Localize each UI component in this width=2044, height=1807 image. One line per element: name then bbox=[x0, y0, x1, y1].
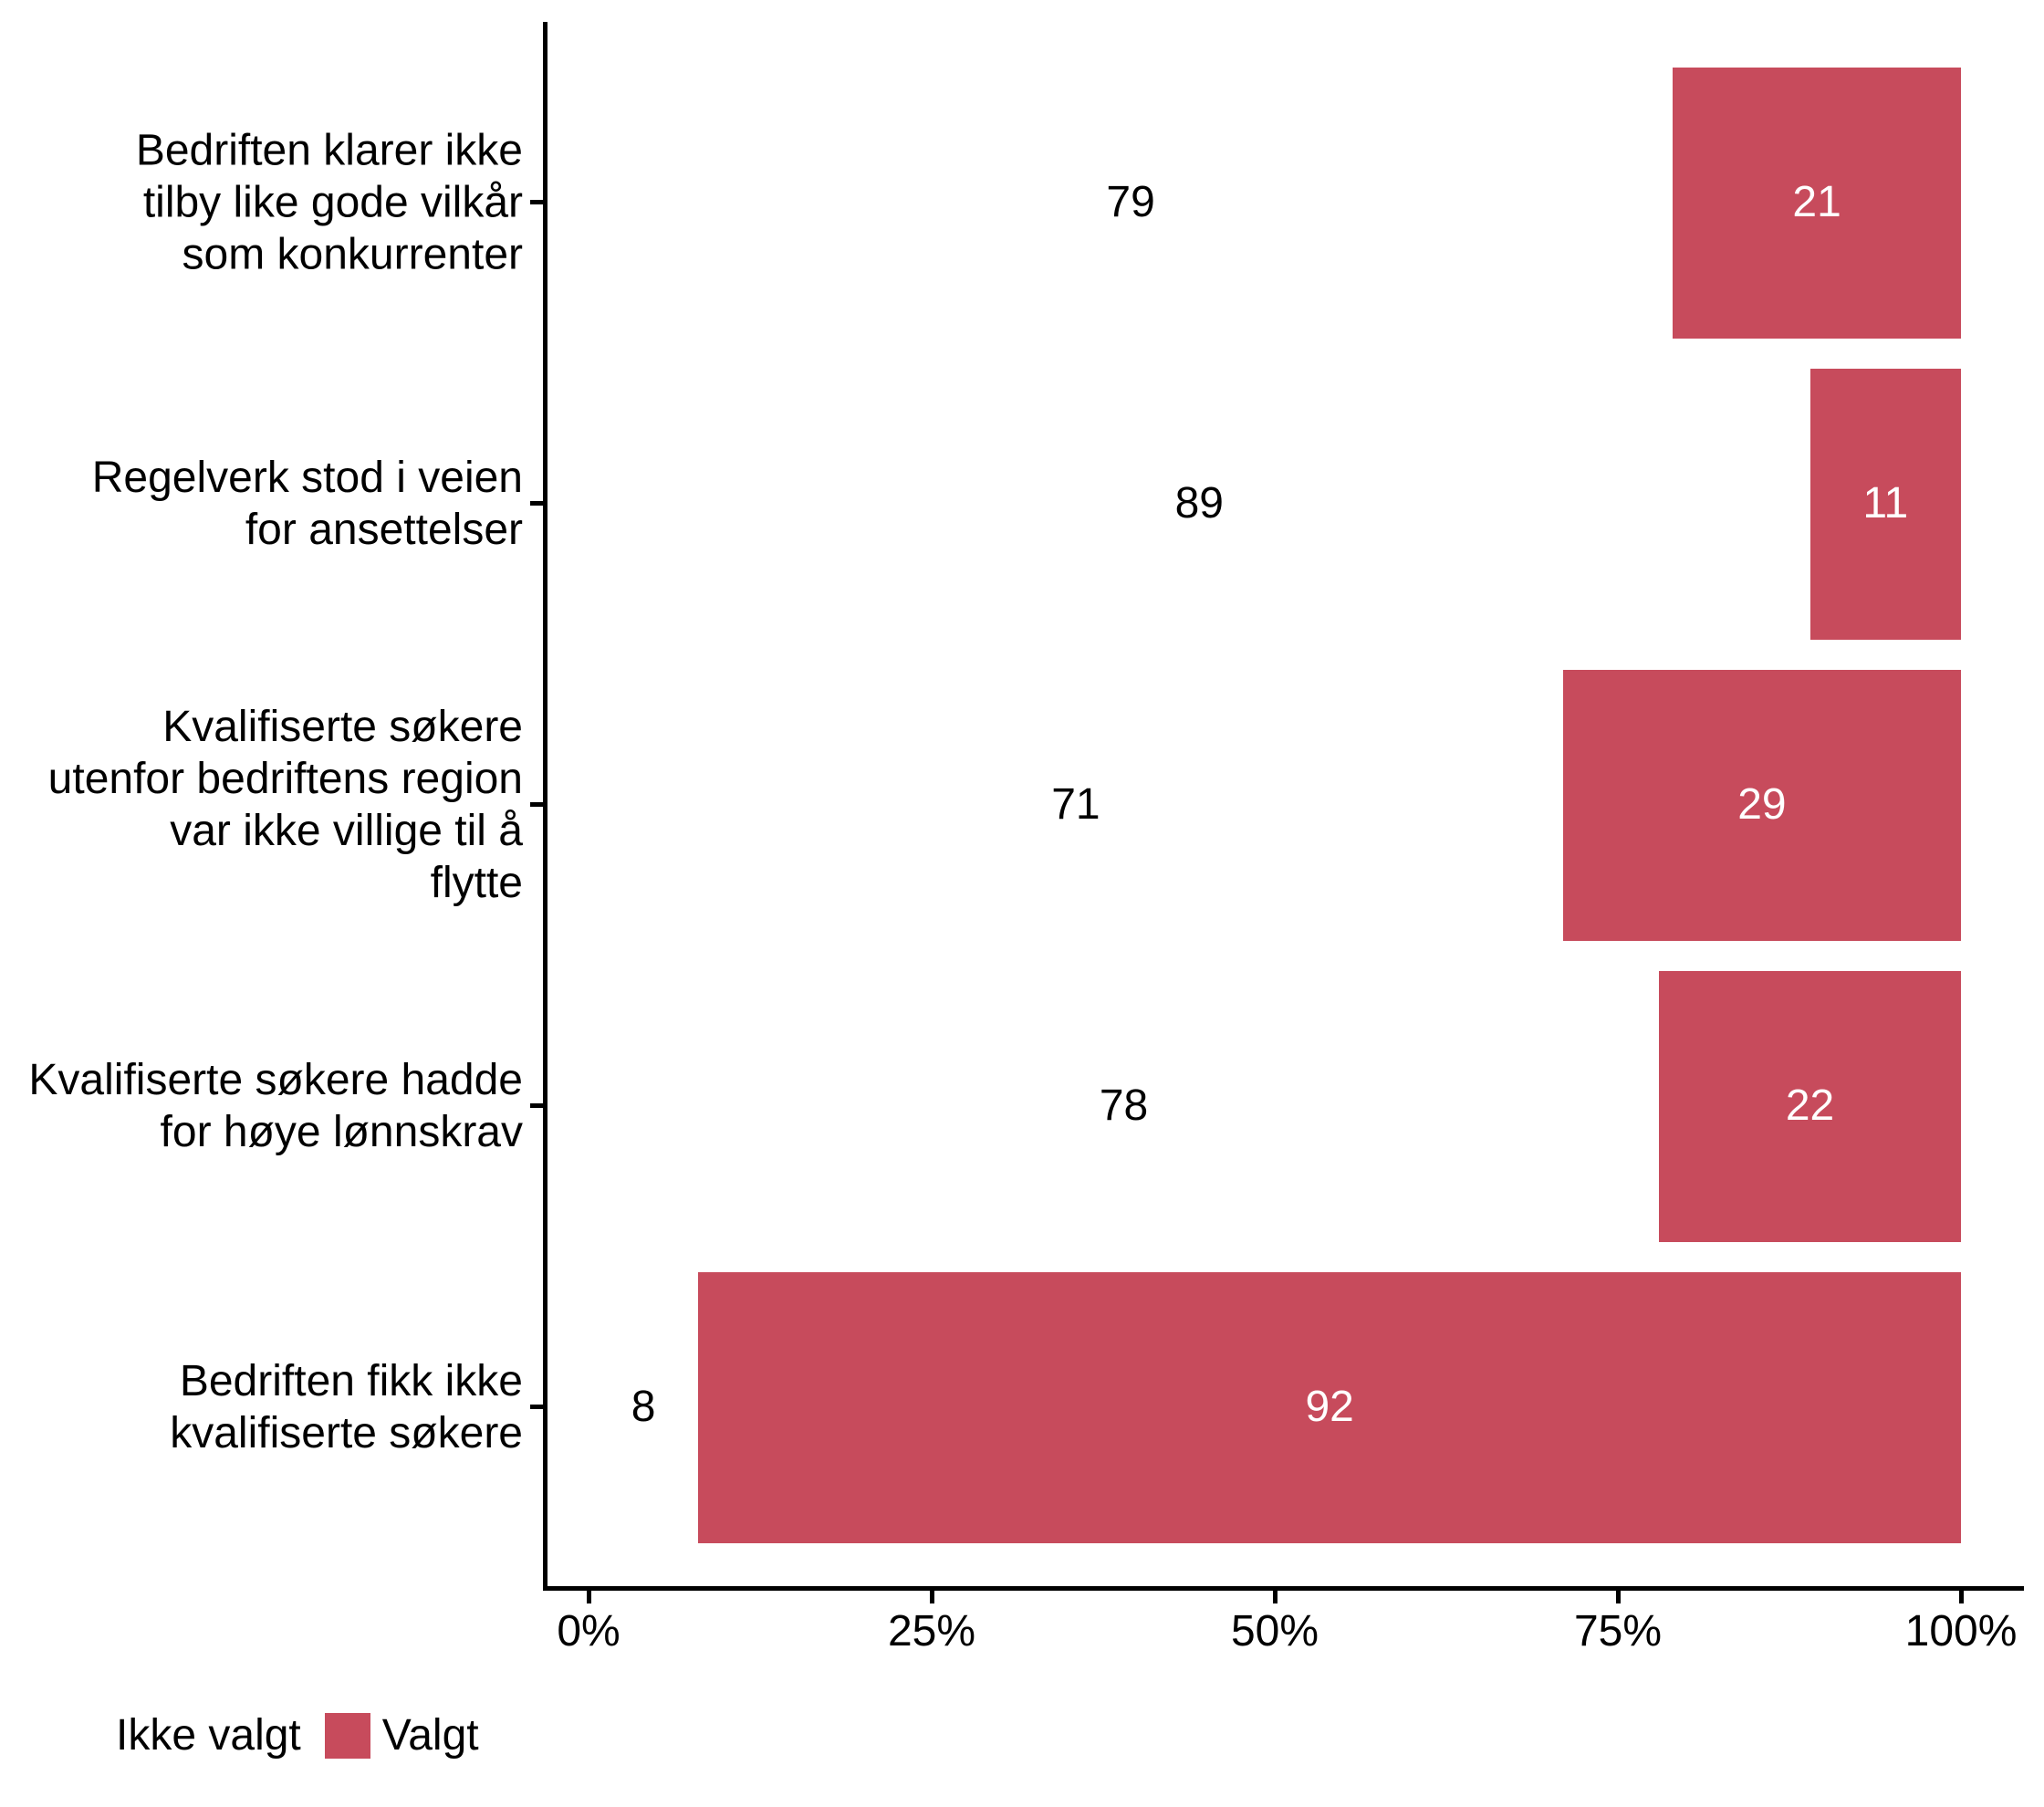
x-axis-tick bbox=[1273, 1591, 1278, 1603]
y-axis-tick bbox=[530, 1103, 543, 1108]
x-axis-tick-label: 50% bbox=[1230, 1607, 1319, 1656]
bar-value-label-ikke-valgt: 78 bbox=[1099, 1081, 1149, 1130]
bar-value-label-valgt: 29 bbox=[1737, 780, 1787, 829]
bar-value-label-ikke-valgt: 79 bbox=[1106, 178, 1155, 226]
y-axis-label: Kvalifiserte søkere hadde for høye lønns… bbox=[28, 1056, 523, 1156]
legend-item-ikke-valgt: Ikke valgt bbox=[58, 1710, 301, 1760]
bar-segment-ikke-valgt: 8 bbox=[589, 1271, 699, 1543]
bar-value-label-valgt: 92 bbox=[1305, 1383, 1354, 1431]
legend-label-ikke-valgt: Ikke valgt bbox=[116, 1710, 301, 1760]
bar-segment-valgt: 92 bbox=[698, 1271, 1961, 1543]
bar-value-label-valgt: 11 bbox=[1862, 479, 1909, 527]
legend-key-valgt bbox=[324, 1713, 370, 1759]
y-axis-label: Bedriften klarer ikke tilby like gode vi… bbox=[135, 126, 523, 279]
bar-segment-ikke-valgt: 79 bbox=[589, 67, 1674, 339]
y-axis-label: Regelverk stod i veien for ansettelser bbox=[91, 454, 523, 554]
y-axis-tick bbox=[530, 1405, 543, 1409]
legend-item-valgt: Valgt bbox=[324, 1710, 479, 1760]
legend-key-ikke-valgt bbox=[58, 1713, 104, 1759]
bar-segment-valgt: 11 bbox=[1809, 368, 1961, 640]
y-axis-tick bbox=[530, 501, 543, 506]
bar-segment-valgt: 29 bbox=[1562, 669, 1961, 941]
y-axis-tick bbox=[530, 802, 543, 807]
bar-value-label-valgt: 22 bbox=[1785, 1081, 1835, 1130]
x-axis-tick-label: 25% bbox=[887, 1607, 976, 1656]
x-axis-tick bbox=[930, 1591, 934, 1603]
bar-segment-valgt: 22 bbox=[1659, 970, 1961, 1242]
bar-value-label-valgt: 21 bbox=[1792, 178, 1841, 226]
legend-label-valgt: Valgt bbox=[381, 1710, 479, 1760]
x-axis-tick-label: 100% bbox=[1904, 1607, 2018, 1656]
y-axis-label: Kvalifiserte søkere utenfor bedriftens r… bbox=[47, 703, 523, 907]
x-axis-tick-label: 0% bbox=[557, 1607, 620, 1656]
bar-value-label-ikke-valgt: 71 bbox=[1051, 780, 1100, 829]
bar-segment-ikke-valgt: 71 bbox=[589, 669, 1563, 941]
bar-value-label-ikke-valgt: 89 bbox=[1174, 479, 1224, 527]
x-axis-tick bbox=[587, 1591, 591, 1603]
bar-segment-ikke-valgt: 89 bbox=[589, 368, 1810, 640]
x-axis-tick bbox=[1959, 1591, 1964, 1603]
x-axis-line bbox=[543, 1586, 2024, 1591]
y-axis-label: Bedriften fikk ikke kvalifiserte søkere bbox=[170, 1357, 523, 1457]
bar-segment-ikke-valgt: 78 bbox=[589, 970, 1660, 1242]
bar-segment-valgt: 21 bbox=[1673, 67, 1961, 339]
y-axis-line bbox=[543, 22, 548, 1591]
legend: Ikke valgt Valgt bbox=[58, 1710, 503, 1760]
x-axis-tick bbox=[1616, 1591, 1621, 1603]
x-axis-tick-label: 75% bbox=[1573, 1607, 1663, 1656]
bar-value-label-ikke-valgt: 8 bbox=[631, 1383, 656, 1431]
y-axis-tick bbox=[530, 200, 543, 204]
